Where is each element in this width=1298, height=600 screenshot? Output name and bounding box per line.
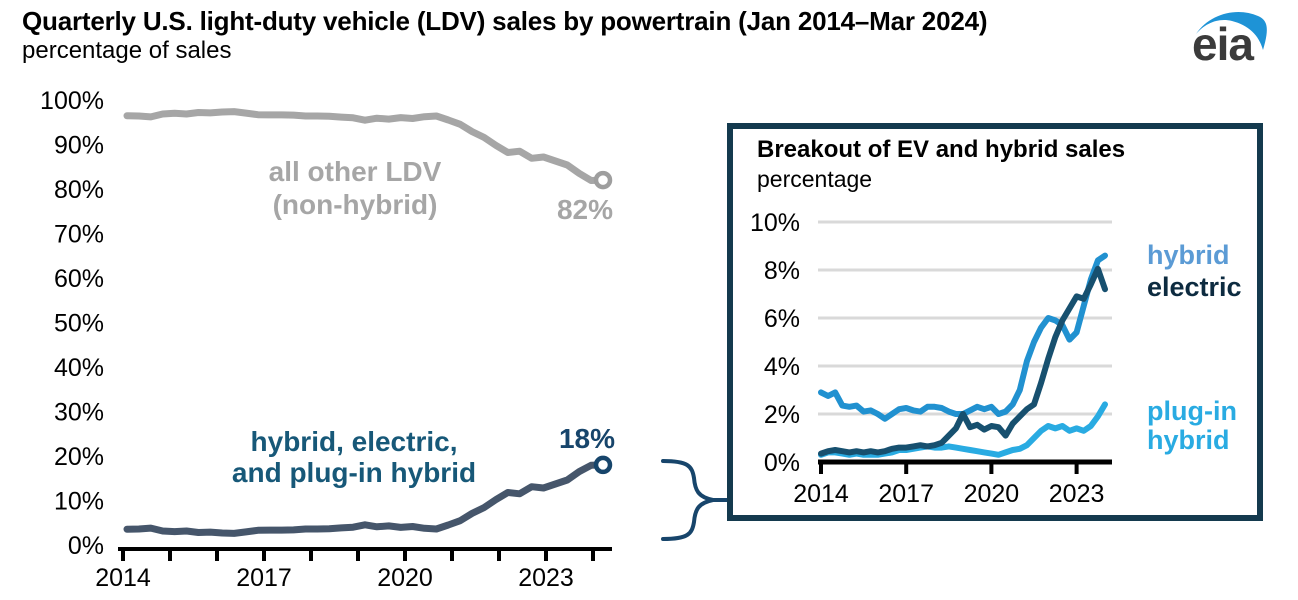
inset-series-label-plugin-line1: plug-in [1147,396,1237,426]
inset-series-line-plug-in-hybrid [818,401,1108,458]
main-y-tick-label: 90% [54,132,104,160]
main-y-tick-label: 10% [54,488,104,516]
inset-x-tick-label: 2017 [878,480,934,508]
main-x-tick-label: 2017 [236,564,292,592]
inset-series-label-plugin-line2: hybrid [1147,425,1230,455]
main-series-line-all-other-LDV-non-hybrid- [123,108,607,184]
main-y-tick-label: 0% [68,532,104,560]
inset-x-tick-label: 2020 [964,480,1020,508]
main-y-tick-label: 80% [54,176,104,204]
inset-y-tick-label: 6% [764,305,800,333]
series-label-all-other-ldv-line1: all other LDV [268,156,442,187]
main-y-tick-label: 50% [54,310,104,338]
inset-series-line-electric [818,265,1108,457]
inset-chart-subtitle: percentage [757,166,873,192]
main-y-tick-label: 40% [54,354,104,382]
inset-chart-title: Breakout of EV and hybrid sales [757,136,1126,163]
main-x-tick-label: 2023 [518,564,574,592]
inset-y-tick-label: 10% [750,209,800,237]
main-y-tick-label: 100% [40,87,104,115]
main-y-tick-label: 70% [54,221,104,249]
inset-y-tick-label: 8% [764,257,800,285]
eia-logo: eia [1186,6,1286,66]
page-subtitle: percentage of sales [22,37,232,64]
end-value-label-other: 82% [556,194,614,225]
brace-icon [661,459,714,541]
inset-x-tick-label: 2023 [1049,480,1105,508]
inset-chart-series [818,252,1108,458]
inset-y-tick-label: 2% [764,401,800,429]
eia-logo-swoosh-icon [1196,11,1267,50]
series-label-hybrid-electric-plugin: hybrid, electric, and plug-in hybrid [230,426,478,488]
series-label-all-other-ldv: all other LDV (non-hybrid) [240,155,470,221]
inset-y-tick-label: 0% [764,449,800,477]
series-label-hev-line1: hybrid, electric, [250,426,458,457]
inset-series-label-hybrid: hybrid [1147,240,1230,270]
inset-chart-box [727,123,1263,521]
end-value-label-hev: 18% [558,423,616,454]
eia-logo-text: eia [1192,18,1254,66]
main-chart-series [123,108,613,537]
end-marker [593,170,613,190]
eia-logo-graphic: eia [1192,11,1267,66]
main-y-tick-label: 60% [54,265,104,293]
page-title: Quarterly U.S. light-duty vehicle (LDV) … [22,6,988,36]
main-series-line-hybrid-electric-and-plug-in-hybrid [123,461,607,537]
inset-series-label-electric: electric [1147,272,1242,302]
main-x-tick-label: 2014 [95,564,151,592]
series-label-hev-line2: and plug-in hybrid [231,457,477,488]
main-chart-axes: 100% 90% 80% 70% 60% 50% 40% 30% 20% 10% 0% 2014 201… [40,87,612,592]
end-marker [593,455,613,475]
inset-x-tick-label: 2014 [793,480,849,508]
main-x-tick-label: 2020 [377,564,433,592]
inset-series-label-plugin-hybrid: plug-in hybrid [1147,397,1237,455]
main-y-tick-label: 30% [54,399,104,427]
inset-y-tick-label: 4% [764,353,800,381]
main-y-tick-label: 20% [54,443,104,471]
series-label-all-other-ldv-line2: (non-hybrid) [272,189,438,220]
